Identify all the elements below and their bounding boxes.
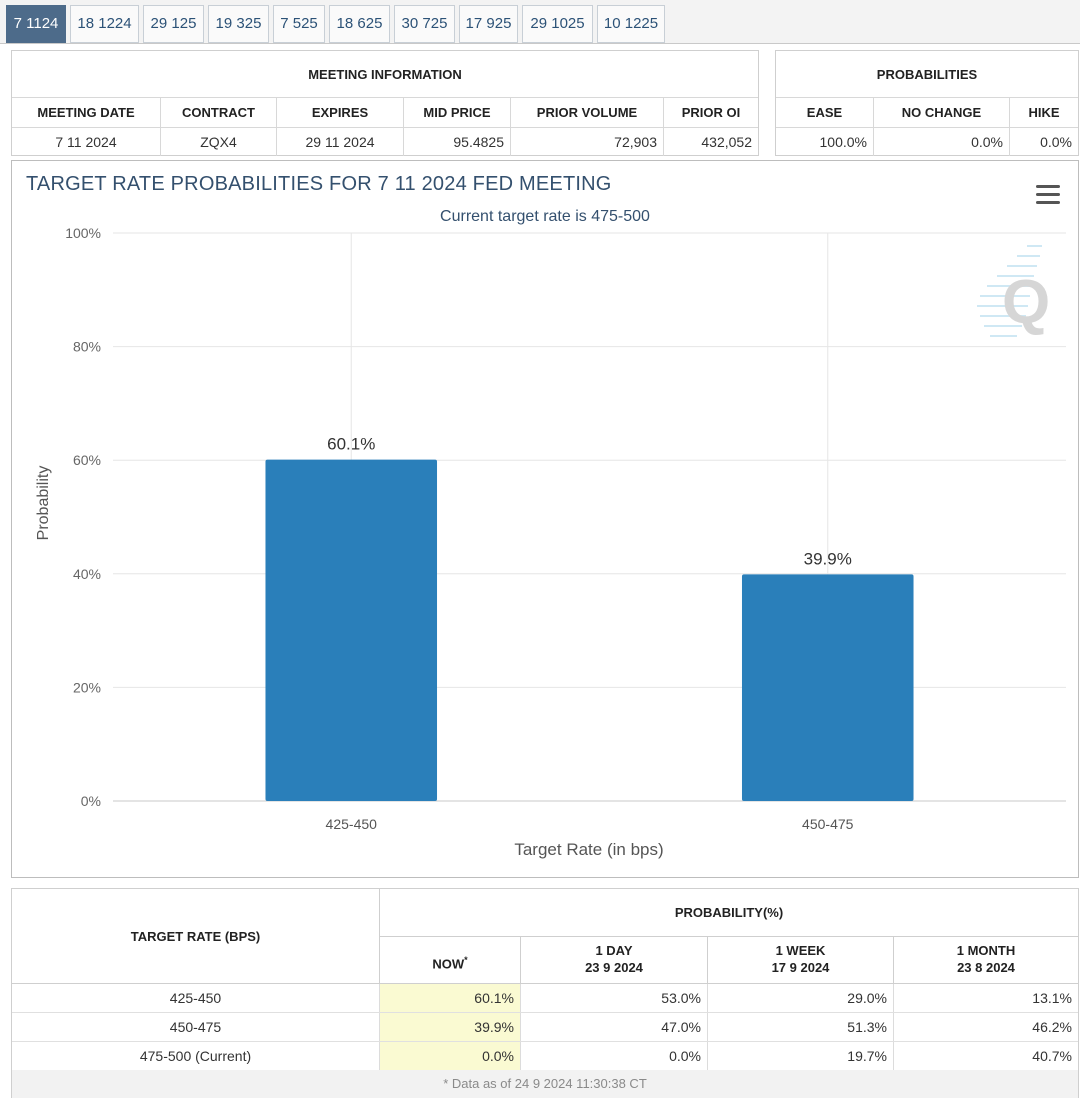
- row-1-week-value: 29.0%: [708, 984, 894, 1012]
- row-1-month-value: 13.1%: [1032, 990, 1072, 1006]
- data-label: 39.9%: [804, 549, 852, 568]
- row-rate: 475-500 (Current): [12, 1042, 380, 1070]
- header-contract: CONTRACT: [161, 98, 277, 127]
- tab-meeting-2[interactable]: 29 125: [143, 5, 204, 43]
- row-1-week-value: 51.3%: [708, 1013, 894, 1041]
- row-rate: 450-475: [12, 1013, 380, 1041]
- probabilities-title: PROBABILITIES: [776, 51, 1078, 98]
- row-1-day-value: 47.0%: [521, 1013, 708, 1041]
- row-1-month-value: 40.7%: [1032, 1048, 1072, 1064]
- svg-text:Q: Q: [1002, 268, 1050, 337]
- header-prior-volume: PRIOR VOLUME: [511, 98, 664, 127]
- value-prior-oi: 432,052: [701, 134, 752, 150]
- value-no-change: 0.0%: [874, 128, 1010, 156]
- row-now-value: 60.1%: [380, 984, 521, 1012]
- header-1-week: 1 WEEK 17 9 2024: [708, 937, 894, 984]
- value-expires: 29 11 2024: [277, 128, 404, 156]
- value-ease: 100.0%: [776, 128, 874, 156]
- meeting-information-value-row: 7 11 2024 ZQX4 29 11 2024 95.4825 72,903…: [12, 128, 758, 156]
- x-tick-label: 425-450: [326, 816, 378, 832]
- tab-meeting-6[interactable]: 30 725: [394, 5, 455, 43]
- x-axis-label: Target Rate (in bps): [514, 840, 663, 859]
- x-tick-label: 450-475: [802, 816, 854, 832]
- y-axis-label: Probability: [35, 466, 52, 541]
- tab-meeting-3[interactable]: 19 325: [208, 5, 269, 43]
- probabilities-value-row: 100.0% 0.0% 0.0%: [776, 128, 1078, 156]
- row-1-month-value: 46.2%: [1032, 1019, 1072, 1035]
- data-label: 60.1%: [327, 435, 375, 454]
- y-tick-label: 0%: [81, 793, 101, 809]
- chart-subtitle: Current target rate is 475-500: [440, 208, 650, 225]
- value-contract: ZQX4: [161, 128, 277, 156]
- row-now-value: 0.0%: [380, 1042, 521, 1070]
- value-hike: 0.0%: [1040, 134, 1072, 150]
- y-tick-label: 60%: [73, 452, 101, 468]
- tab-meeting-8[interactable]: 29 1025: [522, 5, 593, 43]
- tab-meeting-4[interactable]: 7 525: [273, 5, 325, 43]
- row-rate: 425-450: [12, 984, 380, 1012]
- row-1-day-value: 0.0%: [521, 1042, 708, 1070]
- chart-title: TARGET RATE PROBABILITIES FOR 7 11 2024 …: [26, 173, 612, 195]
- header-ease: EASE: [776, 98, 874, 127]
- value-meeting-date: 7 11 2024: [12, 128, 161, 156]
- tab-meeting-0[interactable]: 7 1124: [6, 5, 66, 43]
- meeting-information-table: MEETING INFORMATION MEETING DATE CONTRAC…: [11, 50, 759, 156]
- probability-history-table: TARGET RATE (BPS) PROBABILITY(%) NOW* 1 …: [11, 888, 1079, 1098]
- meeting-tabs: 7 1124 18 1224 29 125 19 325 7 525 18 62…: [0, 0, 1080, 44]
- header-probability-group: PROBABILITY(%): [380, 889, 1078, 937]
- value-prior-volume: 72,903: [511, 128, 664, 156]
- row-now-value: 39.9%: [380, 1013, 521, 1041]
- tab-meeting-7[interactable]: 17 925: [459, 5, 518, 43]
- probabilities-table: PROBABILITIES EASE NO CHANGE HIKE 100.0%…: [775, 50, 1079, 156]
- bar-chart: Q 0% 20% 40% 60% 80% 100% 60.1% 425-450 39.9% 450…: [35, 225, 1066, 859]
- header-1-month: 1 MONTH 23 8 2024: [894, 937, 1078, 984]
- row-1-day-value: 53.0%: [521, 984, 708, 1012]
- y-tick-label: 20%: [73, 679, 101, 695]
- hamburger-menu-icon[interactable]: [1036, 185, 1060, 205]
- row-1-week-value: 19.7%: [708, 1042, 894, 1070]
- target-rate-chart-panel: TARGET RATE PROBABILITIES FOR 7 11 2024 …: [11, 160, 1079, 878]
- bar-450-475[interactable]: [741, 574, 914, 801]
- tab-meeting-5[interactable]: 18 625: [329, 5, 390, 43]
- header-now: NOW*: [380, 937, 521, 984]
- q-watermark-icon: Q: [977, 245, 1050, 337]
- header-meeting-date: MEETING DATE: [12, 98, 161, 127]
- header-mid-price: MID PRICE: [404, 98, 511, 127]
- data-timestamp-footer: * Data as of 24 9 2024 11:30:38 CT: [12, 1070, 1078, 1098]
- header-target-rate: TARGET RATE (BPS): [12, 889, 380, 984]
- tab-meeting-9[interactable]: 10 1225: [597, 5, 665, 43]
- table-row: 425-450 60.1% 53.0% 29.0% 13.1%: [12, 984, 1078, 1013]
- y-tick-label: 40%: [73, 566, 101, 582]
- header-no-change: NO CHANGE: [874, 98, 1010, 127]
- tab-meeting-1[interactable]: 18 1224: [70, 5, 139, 43]
- header-expires: EXPIRES: [277, 98, 404, 127]
- y-tick-label: 100%: [65, 225, 101, 241]
- value-mid-price: 95.4825: [404, 128, 511, 156]
- header-prior-oi: PRIOR OI: [681, 105, 741, 120]
- table-row: 475-500 (Current) 0.0% 0.0% 19.7% 40.7%: [12, 1042, 1078, 1071]
- header-hike: HIKE: [1028, 105, 1060, 120]
- meeting-information-title: MEETING INFORMATION: [12, 51, 758, 98]
- y-tick-label: 80%: [73, 339, 101, 355]
- table-row: 450-475 39.9% 47.0% 51.3% 46.2%: [12, 1013, 1078, 1042]
- header-1-day: 1 DAY 23 9 2024: [521, 937, 708, 984]
- probabilities-header-row: EASE NO CHANGE HIKE: [776, 98, 1078, 128]
- meeting-information-header-row: MEETING DATE CONTRACT EXPIRES MID PRICE …: [12, 98, 758, 128]
- bar-425-450[interactable]: [265, 459, 438, 801]
